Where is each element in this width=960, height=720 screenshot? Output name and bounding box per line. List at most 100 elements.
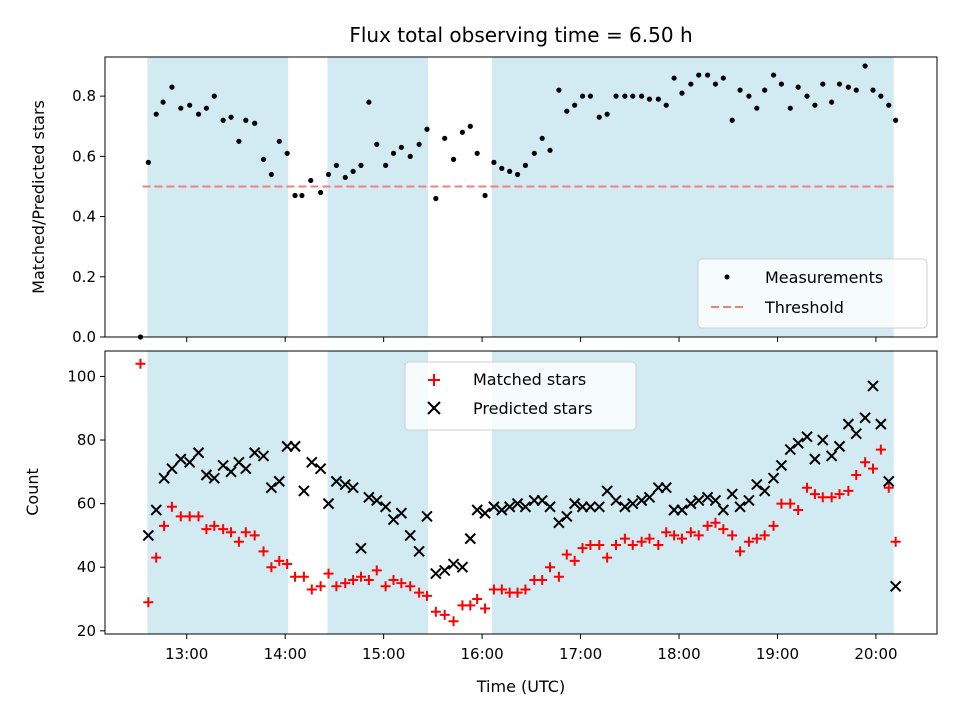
predicted-star-point xyxy=(298,485,310,497)
measurement-point xyxy=(655,96,661,102)
matched-star-point xyxy=(274,555,285,566)
predicted-star-point xyxy=(867,380,879,392)
bottom-y-tick-label: 40 xyxy=(77,558,96,576)
measurement-point xyxy=(886,102,892,108)
predicted-star-point xyxy=(479,507,491,519)
predicted-star-point xyxy=(314,462,327,475)
measurement-point xyxy=(572,102,578,108)
predicted-star-point xyxy=(456,561,469,573)
predicted-star-point xyxy=(496,504,508,516)
measurement-point xyxy=(663,102,669,108)
matched-star-point xyxy=(890,536,901,547)
measurement-point xyxy=(482,192,488,199)
measurement-point xyxy=(169,84,175,90)
matched-star-point xyxy=(331,581,342,592)
predicted-star-point xyxy=(801,431,813,443)
measurement-point xyxy=(442,135,448,141)
measurement-point xyxy=(514,171,521,178)
predicted-star-point xyxy=(627,497,639,510)
predicted-star-point xyxy=(693,494,705,507)
predicted-star-point xyxy=(200,469,213,481)
measurement-point xyxy=(787,105,793,111)
measurement-point xyxy=(613,93,619,99)
matched-star-point xyxy=(585,539,596,550)
predicted-star-point xyxy=(676,504,688,516)
matched-star-point xyxy=(480,603,491,614)
x-axis-label: Time (UTC) xyxy=(476,677,565,696)
measurement-point xyxy=(770,72,777,78)
matched-star-point xyxy=(520,584,531,595)
measurement-point xyxy=(390,150,397,156)
measurement-point xyxy=(474,150,480,156)
matched-star-point xyxy=(710,517,721,528)
x-tick-label: 19:00 xyxy=(756,645,799,663)
matched-star-point xyxy=(315,581,326,592)
measurement-point xyxy=(374,141,380,147)
measurement-point xyxy=(804,93,810,99)
measurement-point xyxy=(564,108,570,114)
predicted-star-point xyxy=(833,440,846,453)
measurement-point xyxy=(893,117,899,123)
measurement-point xyxy=(845,84,851,90)
matched-star-point xyxy=(249,530,260,541)
measurement-point xyxy=(416,141,422,147)
measurement-point xyxy=(358,162,364,168)
predicted-star-point xyxy=(883,475,895,488)
predicted-star-point xyxy=(553,517,565,529)
measurement-point xyxy=(712,81,719,87)
matched-star-point xyxy=(569,555,580,566)
shaded-interval-1 xyxy=(147,351,289,634)
measurement-point xyxy=(820,81,826,87)
predicted-star-point xyxy=(775,459,788,472)
matched-star-point xyxy=(553,571,564,582)
matched-star-point xyxy=(209,520,220,531)
predicted-star-point xyxy=(561,510,573,523)
chart-title: Flux total observing time = 6.50 h xyxy=(349,23,692,47)
matched-star-point xyxy=(826,492,837,503)
predicted-star-point xyxy=(347,482,359,494)
measurement-point xyxy=(587,93,594,99)
predicted-star-point xyxy=(289,440,301,453)
predicted-star-point xyxy=(371,494,383,507)
predicted-star-point xyxy=(584,501,597,513)
predicted-star-point xyxy=(430,567,442,580)
shaded-interval-2 xyxy=(327,57,428,337)
measurement-point xyxy=(318,189,324,196)
top-x-ticks xyxy=(186,337,877,342)
predicted-star-point xyxy=(519,501,532,513)
matched-stars-points xyxy=(135,358,901,627)
predicted-star-point xyxy=(536,494,548,507)
predicted-star-point xyxy=(875,418,887,430)
measurement-point xyxy=(292,192,298,199)
predicted-star-point xyxy=(825,450,838,462)
measurement-point xyxy=(308,177,314,184)
matched-star-point xyxy=(298,571,309,582)
measurement-point xyxy=(342,174,348,181)
predicted-star-point xyxy=(817,434,829,446)
measurement-point xyxy=(878,93,884,99)
predicted-star-point xyxy=(784,443,796,456)
predicted-star-point xyxy=(593,501,605,513)
predicted-star-point xyxy=(447,558,460,570)
matched-star-point xyxy=(166,501,177,512)
matched-star-point xyxy=(693,530,704,541)
predicted-star-point xyxy=(643,491,656,503)
x-tick-label: 18:00 xyxy=(657,645,700,663)
predicted-stars-points xyxy=(142,380,902,593)
matched-star-point xyxy=(843,485,854,496)
measurement-point xyxy=(754,105,760,111)
matched-star-point xyxy=(817,492,828,503)
matched-star-point xyxy=(348,574,359,585)
measurement-point xyxy=(870,87,876,93)
matched-star-point xyxy=(577,543,588,554)
predicted-star-point xyxy=(889,580,902,593)
matched-star-point xyxy=(851,470,862,481)
predicted-star-point xyxy=(387,513,400,526)
matched-star-point xyxy=(594,539,605,550)
predicted-star-point xyxy=(464,532,476,545)
measurement-point xyxy=(276,138,282,144)
predicted-star-point xyxy=(758,485,771,497)
measurement-point xyxy=(639,93,645,99)
measurement-point xyxy=(366,99,372,105)
predicted-star-point xyxy=(610,494,622,507)
